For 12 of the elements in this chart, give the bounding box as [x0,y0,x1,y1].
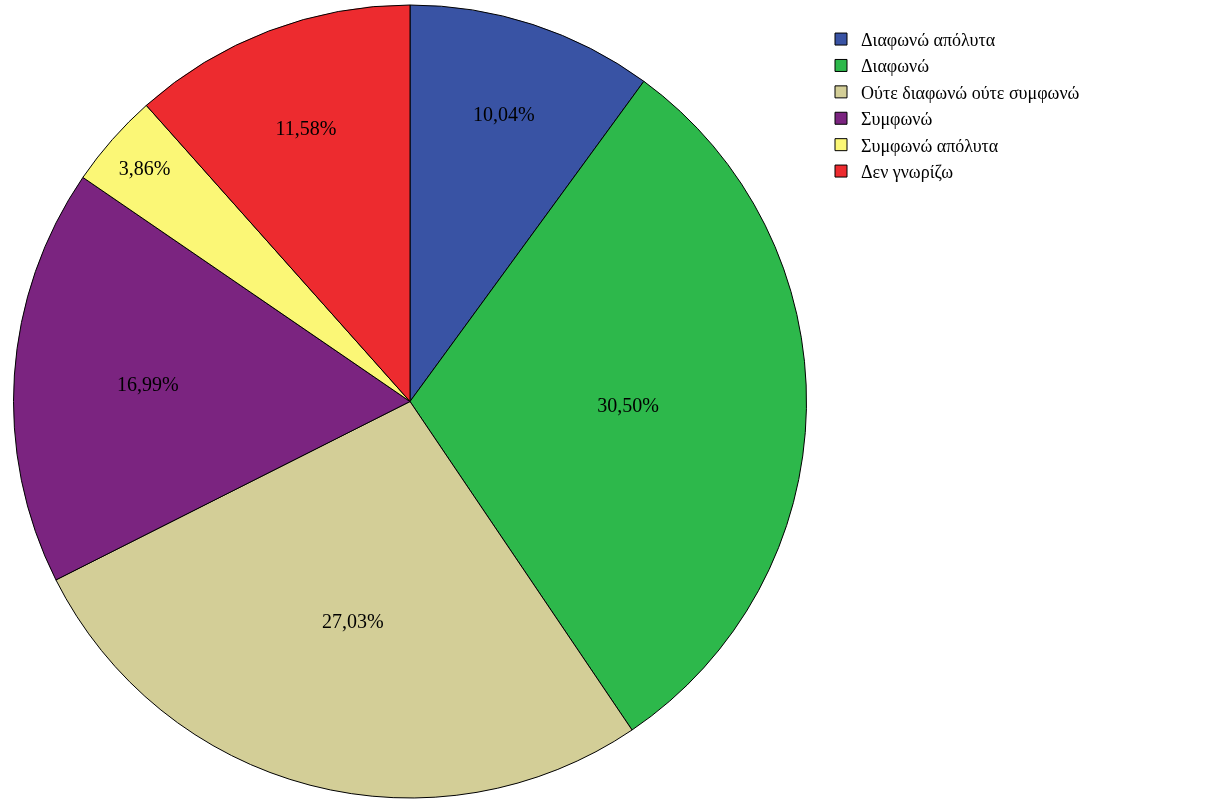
data-label: 10,04% [473,102,535,125]
data-label: 3,86% [118,156,171,179]
data-label: 30,50% [597,394,659,417]
legend-label: Συμφωνώ [861,109,933,130]
legend-label: Συμφωνώ απόλυτα [861,135,999,156]
legend-label: Ούτε διαφωνώ ούτε συμφωνώ [861,82,1080,103]
legend-label: Διαφωνώ απόλυτα [861,30,996,51]
data-label: 27,03% [322,609,384,632]
legend-label: Δεν γνωρίζω [861,162,954,183]
legend-label: Διαφωνώ [861,56,930,77]
data-label: 16,99% [116,372,179,395]
data-label: 11,58% [275,117,337,140]
